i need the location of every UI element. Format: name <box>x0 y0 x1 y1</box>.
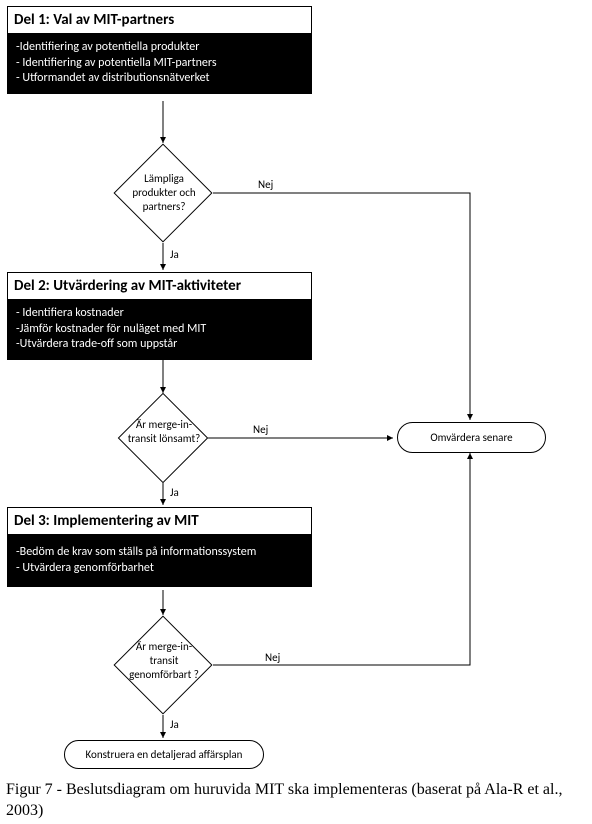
part3-title: Del 3: Implementering av MIT <box>8 508 311 535</box>
part2-content: - Identifiera kostnader -Jämför kostnade… <box>8 300 311 359</box>
decision3-no-label: Nej <box>265 651 280 664</box>
figure-caption: Figur 7 - Beslutsdiagram om huruvida MIT… <box>6 780 586 822</box>
part2-bullet: - Identifiera kostnader <box>16 306 303 322</box>
part1-bullet: -Identifiering av potentiella produkter <box>16 40 303 56</box>
part2-bullet: -Jämför kostnader för nuläget med MIT <box>16 322 303 338</box>
decision2-yes-label: Ja <box>170 486 179 499</box>
decision2-no-label: Nej <box>253 423 268 436</box>
part1-title: Del 1: Val av MIT-partners <box>8 7 311 34</box>
decision2-text: Är merge-in-transit lönsamt? <box>127 418 201 446</box>
decision1-yes-label: Ja <box>170 248 179 261</box>
part1-content: -Identifiering av potentiella produkter … <box>8 34 311 93</box>
part1-bullet: - Identifiering av potentiella MIT-partn… <box>16 56 303 72</box>
part3-bullet: -Bedöm de krav som ställs på information… <box>16 545 303 561</box>
flow-arrows <box>0 0 592 770</box>
part2-bullet: -Utvärdera trade-off som uppstår <box>16 337 303 353</box>
decision1-no-label: Nej <box>258 178 273 191</box>
part1-box: Del 1: Val av MIT-partners -Identifierin… <box>7 6 312 94</box>
part2-title: Del 2: Utvärdering av MIT-aktiviteter <box>8 273 311 300</box>
decision3-yes-label: Ja <box>170 718 179 731</box>
part3-box: Del 3: Implementering av MIT -Bedöm de k… <box>7 507 312 587</box>
part3-content: -Bedöm de krav som ställs på information… <box>8 535 311 586</box>
part3-bullet: - Utvärdera genomförbarhet <box>16 561 303 577</box>
decision1-text: Lämpliga produkter och partners? <box>128 172 200 213</box>
terminal-plan: Konstruera en detaljerad affärsplan <box>64 740 264 769</box>
terminal-revalue: Omvärdera senare <box>397 422 546 453</box>
part1-bullet: - Utformandet av distributionsnätverket <box>16 71 303 87</box>
part2-box: Del 2: Utvärdering av MIT-aktiviteter - … <box>7 272 312 360</box>
decision3-text: Är merge-in-transit genomförbart ? <box>123 640 205 681</box>
